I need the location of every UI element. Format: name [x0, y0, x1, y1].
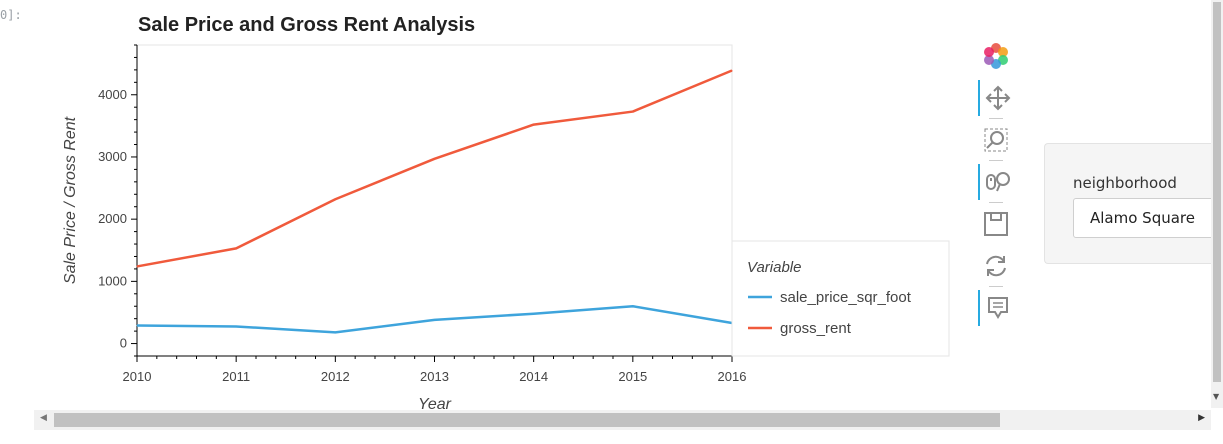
data-point — [533, 124, 535, 126]
x-tick-label: 2012 — [321, 369, 350, 384]
data-point — [434, 319, 435, 321]
scroll-left-arrow-icon[interactable]: ◀ — [40, 413, 47, 423]
plot-frame — [136, 44, 733, 357]
vertical-scroll-thumb[interactable] — [1213, 2, 1221, 382]
pan-icon[interactable] — [978, 80, 1016, 116]
x-axis-label: Year — [418, 396, 452, 413]
y-tick-label: 3000 — [98, 149, 127, 164]
data-point — [632, 305, 634, 307]
data-point — [334, 331, 336, 333]
horizontal-scrollbar[interactable]: ◀ ▶ — [34, 410, 1211, 430]
data-point — [434, 158, 435, 160]
toolbar-divider — [989, 160, 1003, 161]
scroll-down-arrow-icon[interactable]: ▼ — [1213, 392, 1220, 401]
series-line-sale-price-sqr-foot — [136, 304, 733, 334]
legend-title: Variable — [747, 259, 801, 276]
data-point — [235, 247, 237, 249]
data-point — [235, 325, 237, 327]
hover-icon[interactable] — [978, 290, 1016, 326]
x-tick-label: 2014 — [519, 369, 548, 384]
legend-entry: sale_price_sqr_foot — [780, 289, 912, 306]
toolbar-divider — [989, 118, 1003, 119]
plot-toolbar — [970, 38, 1030, 338]
wheel-zoom-icon[interactable] — [978, 164, 1016, 200]
reset-icon[interactable] — [978, 248, 1014, 284]
data-point — [136, 325, 138, 327]
x-tick-label: 2016 — [718, 369, 747, 384]
line-chart[interactable]: 0 1000 2000 3000 4000 2010 2011 2012 2013 2014 201… — [0, 0, 960, 420]
save-icon[interactable] — [978, 206, 1014, 242]
x-tick-label: 2015 — [618, 369, 647, 384]
toolbar-divider — [989, 286, 1003, 287]
box-zoom-icon[interactable] — [978, 122, 1014, 158]
y-tick-label: 2000 — [98, 211, 127, 226]
data-point — [334, 198, 336, 200]
y-tick-label: 4000 — [98, 87, 127, 102]
data-point — [731, 70, 733, 72]
scroll-right-arrow-icon[interactable]: ▶ — [1198, 413, 1205, 423]
y-tick-label: 1000 — [98, 273, 127, 288]
data-point — [136, 265, 138, 267]
neighborhood-label: neighborhood — [1073, 174, 1177, 192]
toolbar-divider — [989, 202, 1003, 203]
x-tick-label: 2013 — [420, 369, 449, 384]
chart-title: Sale Price and Gross Rent Analysis — [138, 14, 476, 36]
horizontal-scroll-thumb[interactable] — [54, 413, 1000, 427]
y-tick-label: 0 — [120, 336, 127, 351]
x-tick-label: 2010 — [123, 369, 152, 384]
series-line-gross-rent — [136, 69, 733, 268]
cell-prompt: 0]: — [0, 8, 22, 22]
x-tick-label: 2011 — [222, 369, 250, 384]
legend-box — [731, 240, 950, 357]
bokeh-logo-icon[interactable] — [978, 38, 1014, 74]
vertical-scrollbar[interactable]: ▼ — [1211, 0, 1223, 408]
data-point — [632, 111, 634, 113]
neighborhood-select[interactable]: Alamo Square — [1073, 198, 1223, 238]
data-point — [533, 313, 535, 315]
legend-entry: gross_rent — [780, 320, 852, 337]
widget-panel: neighborhood Alamo Square — [1044, 143, 1223, 264]
y-axis-label: Sale Price / Gross Rent — [62, 116, 79, 284]
